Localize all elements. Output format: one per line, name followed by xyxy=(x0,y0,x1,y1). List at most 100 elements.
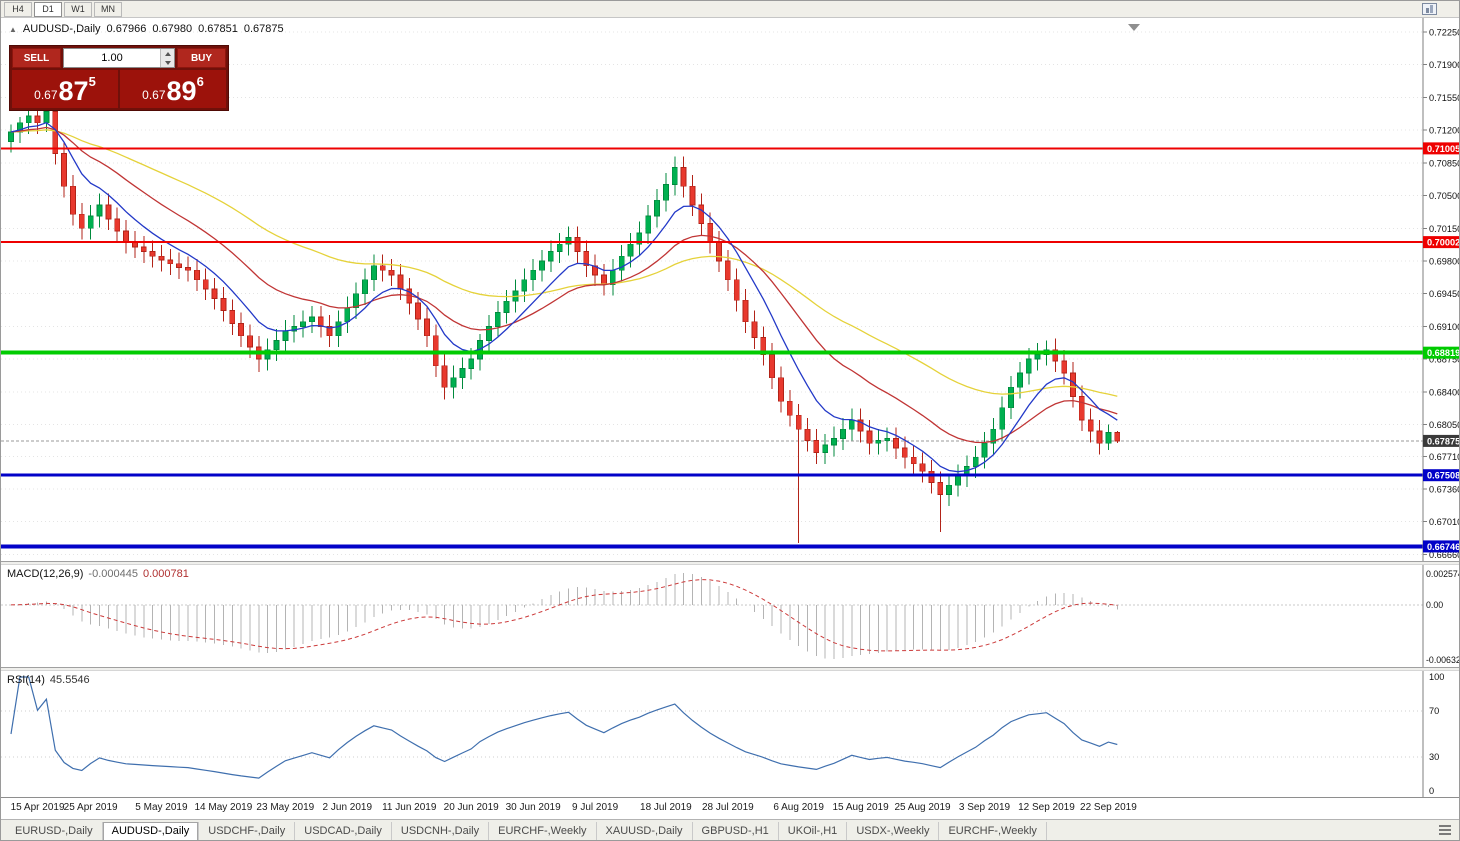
candle-body xyxy=(441,365,448,388)
candle-body xyxy=(928,470,935,483)
sell-button[interactable]: SELL xyxy=(12,48,61,68)
candle-body xyxy=(34,115,41,124)
candle-body xyxy=(247,335,253,348)
candle-body xyxy=(78,213,85,229)
candle-body xyxy=(831,438,837,446)
price-tick-label: 0.66660 xyxy=(1429,550,1460,560)
chart-tab-AUDUSD-Daily[interactable]: AUDUSD-,Daily xyxy=(102,821,200,840)
price-tick-label: 0.67010 xyxy=(1429,517,1460,527)
candle-body xyxy=(450,377,457,388)
candle-body xyxy=(601,274,607,285)
level-price-label: 0.68819 xyxy=(1427,348,1460,358)
candle-body xyxy=(618,255,625,271)
chart-tab-USDCNH-Daily[interactable]: USDCNH-,Daily xyxy=(392,821,490,840)
main-price-chart[interactable]: 0.72250 0.71900 0.71550 0.71200 0.70850 0.705… xyxy=(1,18,1460,561)
panel-splitter[interactable] xyxy=(1,667,1459,671)
timeframe-button-W1[interactable]: W1 xyxy=(64,1,92,17)
candle-body xyxy=(202,279,209,290)
one-click-trading-panel: SELL BUY 0.67 87 5 0.67 89 6 xyxy=(9,45,229,111)
price-tick-label: 0.69450 xyxy=(1429,289,1460,299)
price-tick-label: 0.68750 xyxy=(1429,355,1460,365)
volume-input[interactable] xyxy=(64,49,160,67)
date-axis-label: 25 Aug 2019 xyxy=(894,802,951,813)
price-tick-label: 0.70150 xyxy=(1429,224,1460,234)
collapse-arrow-icon[interactable]: ▲ xyxy=(9,24,17,34)
candle-body xyxy=(300,321,306,327)
level-price-label-bg xyxy=(1423,469,1459,482)
buy-button[interactable]: BUY xyxy=(177,48,226,68)
date-axis-label: 9 Jul 2019 xyxy=(572,802,619,813)
candle-body xyxy=(193,269,200,281)
candle-body xyxy=(742,299,749,323)
ohlc-close: 0.67875 xyxy=(243,23,284,35)
chart-tab-EURUSD-Daily[interactable]: EURUSD-,Daily xyxy=(6,821,103,840)
volume-decrease-button[interactable] xyxy=(161,58,174,67)
chart-tab-GBPUSD-H1[interactable]: GBPUSD-,H1 xyxy=(693,821,779,840)
date-axis-label: 14 May 2019 xyxy=(194,802,253,813)
chart-tab-XAUUSD-Daily[interactable]: XAUUSD-,Daily xyxy=(597,821,693,840)
candle-body xyxy=(1061,360,1068,374)
tab-list-icon[interactable] xyxy=(1439,825,1451,835)
candle-body xyxy=(671,167,678,185)
candle-body xyxy=(273,340,280,351)
candle-body xyxy=(70,185,76,215)
candle-body xyxy=(840,428,846,439)
date-axis[interactable]: 15 Apr 2019 25 Apr 2019 5 May 2019 14 May 2… xyxy=(1,797,1459,819)
candle-body xyxy=(1078,396,1085,421)
candle-body xyxy=(362,279,368,295)
panel-splitter[interactable] xyxy=(1,561,1459,565)
buy-price-big-digits: 89 xyxy=(166,76,197,106)
macd-axis-label: -0.006326 xyxy=(1426,655,1460,665)
chart-tab-USDCAD-Daily[interactable]: USDCAD-,Daily xyxy=(295,821,392,840)
candle-body xyxy=(238,323,245,337)
candle-body xyxy=(379,265,386,271)
candle-body xyxy=(185,267,191,271)
date-axis-label: 5 May 2019 xyxy=(135,802,188,813)
candle-body xyxy=(326,326,333,337)
date-axis-label: 23 May 2019 xyxy=(256,802,315,813)
macd-axis-label: 0.00 xyxy=(1426,600,1443,610)
sell-price-big-digits: 87 xyxy=(58,76,89,106)
candle-body xyxy=(87,215,94,229)
chart-tab-USDX-Weekly[interactable]: USDX-,Weekly xyxy=(847,821,940,840)
date-axis-label: 15 Apr 2019 xyxy=(10,802,65,813)
macd-label: MACD(12,26,9) -0.000445 0.000781 xyxy=(7,568,189,580)
candle-body xyxy=(627,243,634,257)
rsi-axis[interactable] xyxy=(1423,671,1460,797)
chart-tab-EURCHF-Weekly[interactable]: EURCHF-,Weekly xyxy=(939,821,1047,840)
candle-body xyxy=(645,215,652,234)
candle-body xyxy=(663,183,669,201)
chart-thumbnail-icon[interactable] xyxy=(1422,3,1437,15)
candle-body xyxy=(229,310,236,325)
rsi-name: RSI(14) xyxy=(7,674,45,686)
ma-line-20 xyxy=(10,126,1118,444)
volume-increase-button[interactable] xyxy=(161,49,174,58)
candle-body xyxy=(733,279,740,301)
buy-price-button[interactable]: 0.67 89 6 xyxy=(120,70,226,108)
candle-body xyxy=(61,153,67,187)
volume-field xyxy=(63,48,175,68)
candle-body xyxy=(140,246,147,253)
timeframe-button-MN[interactable]: MN xyxy=(94,1,122,17)
chart-tab-USDCHF-Daily[interactable]: USDCHF-,Daily xyxy=(199,821,296,840)
candle-body xyxy=(317,316,324,327)
price-tick-label: 0.68050 xyxy=(1429,420,1460,430)
candle-body xyxy=(503,300,510,313)
sell-price-button[interactable]: 0.67 87 5 xyxy=(12,70,118,108)
macd-indicator-panel[interactable]: 0.002574 0.00 -0.006326 xyxy=(1,565,1460,667)
chart-tab-UKOil-H1[interactable]: UKOil-,H1 xyxy=(779,821,848,840)
timeframe-button-D1[interactable]: D1 xyxy=(34,1,62,17)
ma-line-8 xyxy=(10,121,1118,473)
macd-main-value: -0.000445 xyxy=(88,568,138,580)
rsi-axis-label: 30 xyxy=(1429,752,1439,762)
price-tick-label: 0.69100 xyxy=(1429,322,1460,332)
chart-tab-EURCHF-Weekly[interactable]: EURCHF-,Weekly xyxy=(489,821,597,840)
timeframe-button-H4[interactable]: H4 xyxy=(4,1,32,17)
candle-body xyxy=(353,293,360,309)
candle-body xyxy=(556,243,563,253)
rsi-indicator-panel[interactable]: 100 70 30 0 xyxy=(1,671,1460,797)
macd-axis[interactable] xyxy=(1423,565,1460,667)
date-axis-label: 15 Aug 2019 xyxy=(832,802,889,813)
date-axis-label: 20 Jun 2019 xyxy=(443,802,499,813)
